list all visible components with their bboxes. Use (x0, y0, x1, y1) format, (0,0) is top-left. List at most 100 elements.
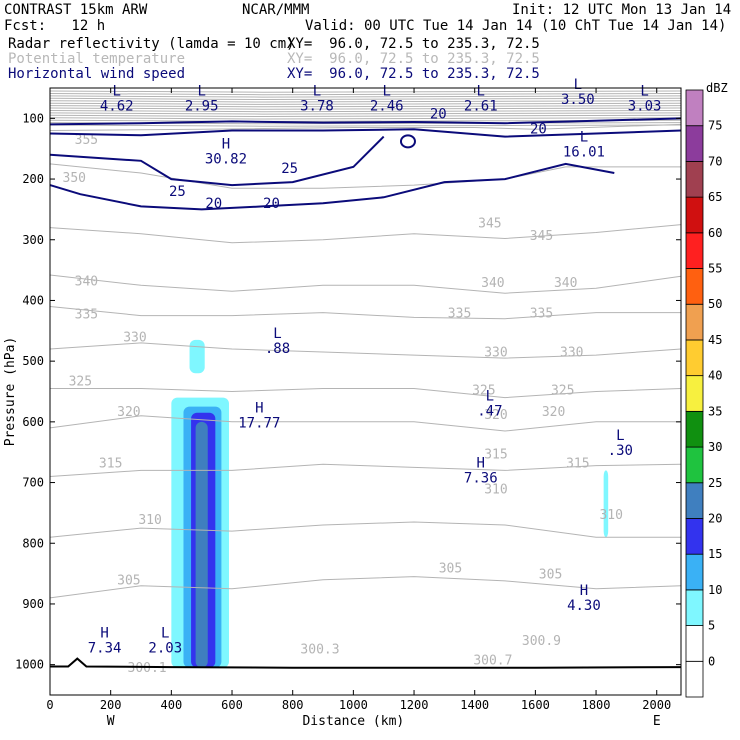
colorbar-swatch-50 (685, 268, 704, 305)
init-time: Init: 12 UTC Mon 13 Jan 14 (512, 2, 732, 18)
extremum-value: 30.82 (205, 152, 247, 168)
theta-label: 345 (530, 229, 553, 244)
theta-contour-upper (49, 107, 682, 110)
wind-contour-25 (49, 135, 385, 187)
extremum-L: L (113, 83, 121, 99)
y-tick-label: 800 (22, 536, 44, 550)
theta-label: 345 (478, 217, 501, 232)
theta-contour-upper (49, 105, 682, 108)
colorbar-tick-label: 65 (708, 190, 722, 204)
theta-label: 315 (484, 447, 507, 462)
theta-label: 310 (138, 513, 161, 528)
theta-contour-325 (50, 388, 682, 399)
theta-label: 320 (117, 405, 140, 420)
colorbar-tick-label: 50 (708, 297, 722, 311)
theta-label: 350 (63, 171, 86, 186)
colorbar-swatch-70 (685, 125, 704, 162)
colorbar-swatch-75 (685, 89, 704, 127)
wind-label: 25 (169, 184, 186, 200)
theta-contour-upper (49, 114, 682, 118)
extremum-value: 17.77 (238, 416, 280, 432)
x-tick-label: 600 (221, 698, 243, 712)
extremum-value: 4.62 (100, 98, 134, 114)
extremum-value: 4.30 (567, 598, 601, 614)
extremum-H: H (222, 137, 230, 153)
theta-contour-upper (49, 90, 682, 93)
theta-label: 325 (69, 374, 92, 389)
theta-label: 310 (484, 482, 507, 497)
x-axis-label: Distance (km) (302, 714, 404, 729)
colorbar-tick-label: 40 (708, 369, 722, 383)
extremum-L: L (383, 83, 391, 99)
theta-label: 325 (551, 384, 574, 399)
theta-contour-330 (49, 342, 682, 359)
wind-contour-20 (49, 117, 682, 126)
colorbar-tick-label: 55 (708, 262, 722, 276)
extremum-value: 2.03 (148, 640, 182, 656)
theta-contour-upper (49, 124, 682, 127)
extremum-L: L (273, 326, 281, 342)
colorbar-tick-label: 30 (708, 440, 722, 454)
x-tick-label: 200 (100, 698, 122, 712)
colorbar-swatch-55 (685, 232, 704, 269)
extremum-L: L (161, 625, 169, 641)
theta-contour-upper (49, 102, 682, 105)
theta-label: 320 (542, 405, 565, 420)
theta-contour-upper (49, 95, 682, 98)
x-tick-label: 1200 (400, 698, 429, 712)
colorbar-swatch-45 (685, 303, 704, 341)
wind-contour-25 (49, 128, 682, 138)
theta-contour-345 (49, 224, 682, 244)
field1-name: Radar reflectivity (lamda = 10 cm) (8, 36, 295, 52)
theta-contour-355 (49, 123, 682, 131)
y-tick-label: 300 (22, 233, 44, 247)
theta-contour-335 (49, 306, 681, 320)
field3-name: Horizontal wind speed (8, 66, 186, 82)
colorbar-tick-label: 70 (708, 154, 722, 168)
y-tick-label: 1000 (15, 658, 44, 672)
theta-label: 340 (481, 276, 504, 291)
theta-label: 305 (539, 567, 562, 582)
x-tick-label: 2000 (642, 698, 671, 712)
extremum-value: 3.03 (628, 98, 662, 114)
field1-xy: XY= 96.0, 72.5 to 235.3, 72.5 (287, 36, 540, 52)
theta-contour-310 (49, 521, 681, 538)
reflectivity-cell-5dbz (189, 339, 205, 374)
extremum-H: H (477, 455, 485, 471)
theta-label: 305 (439, 561, 462, 576)
wind-label: 20 (263, 196, 280, 212)
theta-contour-upper (49, 100, 682, 103)
x-tick-label: 1800 (582, 698, 611, 712)
colorbar-tick-label: 20 (708, 511, 722, 525)
theta-label: 300.1 (128, 661, 167, 676)
colorbar-swatch-65 (685, 161, 704, 198)
theta-label: 335 (75, 308, 98, 323)
theta-label: 340 (75, 274, 98, 289)
wind-label: 25 (281, 161, 298, 177)
colorbar-swatch-35 (685, 375, 704, 412)
x-tick-label: 400 (161, 698, 183, 712)
theta-label: 315 (99, 456, 122, 471)
x-end-right: E (653, 714, 661, 729)
x-tick-label: 1400 (460, 698, 489, 712)
y-tick-label: 200 (22, 172, 44, 186)
theta-contour-upper (49, 112, 682, 115)
colorbar-swatch-30 (685, 410, 704, 448)
org-label: NCAR/MMM (242, 2, 310, 18)
y-tick-label: 900 (22, 597, 44, 611)
theta-label: 335 (530, 306, 553, 321)
y-tick-label: 100 (22, 111, 44, 125)
x-tick-label: 1000 (339, 698, 368, 712)
x-end-left: W (107, 714, 115, 729)
theta-label: 335 (448, 306, 471, 321)
theta-contour-305 (49, 576, 682, 599)
extremum-L: L (640, 83, 648, 99)
y-tick-label: 700 (22, 476, 44, 490)
theta-label: 330 (560, 345, 583, 360)
model-title: CONTRAST 15km ARW (4, 2, 148, 18)
x-tick-label: 800 (282, 698, 304, 712)
extremum-value: 2.95 (185, 98, 219, 114)
y-tick-label: 500 (22, 354, 44, 368)
extremum-L: L (616, 428, 624, 444)
colorbar-swatch-15 (685, 518, 704, 555)
